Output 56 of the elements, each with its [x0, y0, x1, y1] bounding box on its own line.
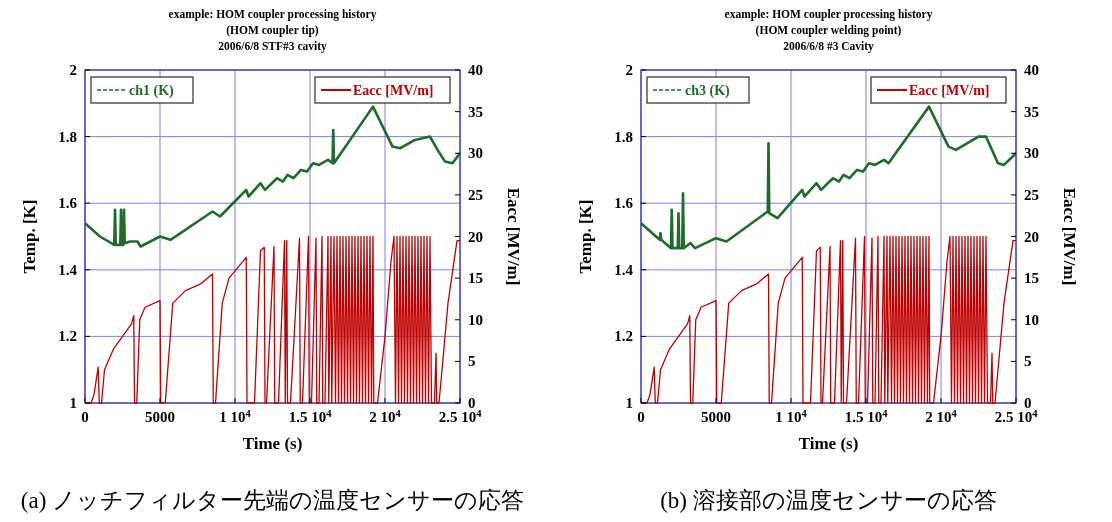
x-tick-label: 5000: [701, 409, 731, 425]
y2-tick-label: 40: [1024, 62, 1039, 78]
y-tick-label: 2: [69, 62, 77, 78]
x-tick-label: 1.5 10$^{4}$: [288, 407, 333, 425]
x-tick-label: 5000: [145, 409, 175, 425]
line-series: [639, 105, 1018, 250]
y2-tick-label: 35: [468, 103, 483, 120]
y2-tick-label: 30: [468, 145, 483, 162]
x-tick-label: 1 10$^{4}$: [219, 407, 252, 425]
x-axis-title: Time (s): [242, 434, 303, 453]
x-tick-label: 2 10$^{4}$: [369, 407, 402, 425]
y-axis-title: Temp. [K]: [576, 199, 595, 274]
y2-tick-label: 10: [468, 311, 483, 328]
y2-tick-label: 20: [468, 228, 483, 245]
legend-label: ch3 (K): [685, 83, 731, 99]
y2-tick-label: 10: [1024, 311, 1039, 328]
chart-subtitle: (HOM coupler tip) 2006/6/8 STF#3 cavity: [218, 24, 328, 53]
y2-tick-label: 40: [468, 62, 483, 78]
y-tick-label: 1.4: [58, 261, 78, 278]
x-axis-title: Time (s): [798, 434, 859, 453]
y-tick-label: 1: [625, 395, 633, 411]
y-tick-label: 1.6: [614, 195, 634, 212]
y-tick-label: 1.2: [58, 328, 77, 345]
chart-title: example: HOM coupler processing history: [168, 8, 377, 21]
legend-label: ch1 (K): [129, 83, 175, 99]
y2-tick-label: 25: [1024, 186, 1039, 203]
y2-tick-label: 30: [1024, 145, 1039, 162]
y-tick-label: 1: [69, 395, 77, 411]
text: (b) 溶接部の温度センサーの応答: [660, 488, 997, 513]
y2-tick-label: 15: [468, 270, 483, 287]
text: (a) ノッチフィルター先端の温度センサーの応答: [20, 488, 525, 513]
x-tick-label: 0: [637, 409, 645, 425]
y-tick-label: 1.8: [58, 128, 77, 145]
y2-tick-label: 5: [468, 353, 476, 370]
chart-subtitle: (HOM coupler welding point) 2006/6/8 #3 Cavity: [755, 24, 902, 53]
y-axis-title: Temp. [K]: [20, 199, 39, 274]
y-tick-label: 1.2: [614, 328, 633, 345]
y2-axis-title: Eacc [MV/m]: [1060, 187, 1079, 286]
y2-tick-label: 25: [468, 186, 483, 203]
y2-tick-label: 20: [1024, 228, 1039, 245]
x-tick-label: 1.5 10$^{4}$: [844, 407, 889, 425]
y2-tick-label: 15: [1024, 270, 1039, 287]
legend-label: Eacc [MV/m]: [909, 83, 990, 98]
y-tick-label: 1.8: [614, 128, 633, 145]
x-tick-label: 0: [81, 409, 89, 425]
y-tick-label: 1.6: [58, 195, 78, 212]
chart-title: example: HOM coupler processing history: [724, 8, 933, 21]
x-tick-label: 1 10$^{4}$: [775, 407, 808, 425]
y2-tick-label: 5: [1024, 353, 1032, 370]
line-series: [83, 105, 462, 248]
y2-tick-label: 35: [1024, 103, 1039, 120]
legend-label: Eacc [MV/m]: [353, 83, 434, 98]
y2-axis-title: Eacc [MV/m]: [504, 187, 523, 286]
y-tick-label: 1.4: [614, 261, 634, 278]
x-tick-label: 2 10$^{4}$: [925, 407, 958, 425]
y-tick-label: 2: [625, 62, 633, 78]
